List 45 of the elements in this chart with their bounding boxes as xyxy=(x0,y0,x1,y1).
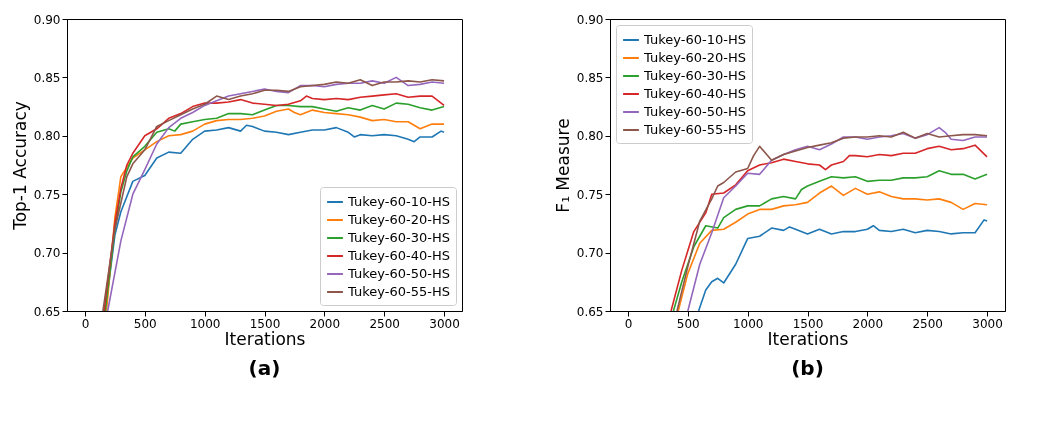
y-tick-label: 0.65 xyxy=(576,304,604,319)
y-tick-label: 0.70 xyxy=(33,246,61,261)
text: (b) xyxy=(791,356,824,380)
x-tick-label: 1500 xyxy=(792,316,824,331)
x-tick-label: 0 xyxy=(81,316,90,331)
x-tick-label: 3000 xyxy=(972,316,1003,331)
x-tick-label: 2000 xyxy=(852,316,884,331)
legend-label: Tukey-60-55-HS xyxy=(643,122,746,137)
line-series xyxy=(697,219,988,311)
x-tick-label: 2000 xyxy=(309,316,341,331)
y-tick-label: 0.80 xyxy=(576,129,604,144)
x-tick-label: 2500 xyxy=(369,316,400,331)
text: (a) xyxy=(248,356,281,380)
x-tick-label: 1000 xyxy=(189,316,221,331)
x-tick-label: 0 xyxy=(624,316,633,331)
x-tick-label: 500 xyxy=(676,316,700,331)
legend-label: Tukey-60-50-HS xyxy=(643,104,746,119)
x-tick-label: 1500 xyxy=(249,316,281,331)
y-tick-label: 0.65 xyxy=(33,304,61,319)
x-tick-label: 1000 xyxy=(732,316,764,331)
y-tick-label: 0.70 xyxy=(576,246,604,261)
legend-label: Tukey-60-20-HS xyxy=(347,212,450,227)
x-tick-label: 2500 xyxy=(912,316,943,331)
legend-label: Tukey-60-50-HS xyxy=(347,266,450,281)
legend-label: Tukey-60-30-HS xyxy=(643,68,746,83)
y-tick-label: 0.75 xyxy=(33,187,61,202)
legend-label: Tukey-60-55-HS xyxy=(347,284,450,299)
y-tick-label: 0.85 xyxy=(33,70,61,85)
x-tick-label: 3000 xyxy=(429,316,460,331)
x-axis-title: Iterations xyxy=(224,328,306,349)
y-tick-label: 0.85 xyxy=(576,70,604,85)
y-tick-label: 0.90 xyxy=(33,12,61,27)
y-tick-label: 0.90 xyxy=(576,12,604,27)
legend-label: Tukey-60-20-HS xyxy=(643,50,746,65)
legend-label: Tukey-60-30-HS xyxy=(347,230,450,245)
legend-label: Tukey-60-10-HS xyxy=(643,32,746,47)
legend-label: Tukey-60-10-HS xyxy=(347,194,450,209)
y-axis-title: Top-1 Accuracy xyxy=(9,101,30,231)
y-tick-label: 0.80 xyxy=(33,129,61,144)
x-tick-label: 500 xyxy=(133,316,157,331)
y-tick-label: 0.75 xyxy=(576,187,604,202)
x-axis-title: Iterations xyxy=(767,328,849,349)
legend-label: Tukey-60-40-HS xyxy=(643,86,746,101)
y-axis-title: F₁ Measure xyxy=(552,118,573,213)
legend-label: Tukey-60-40-HS xyxy=(347,248,450,263)
